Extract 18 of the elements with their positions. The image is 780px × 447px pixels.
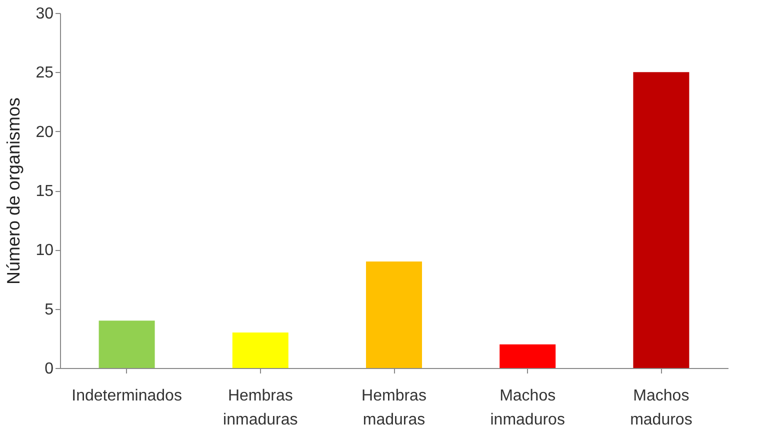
bar: [366, 262, 422, 368]
x-tick-label: Machos inmaduros: [490, 388, 565, 428]
x-tick-label: Hembras inmaduras: [223, 388, 298, 428]
x-tick-label: Machos maduros: [630, 388, 692, 428]
bar: [232, 332, 288, 368]
bar: [98, 320, 155, 368]
y-tick-label: 20: [36, 124, 54, 141]
y-tick-label: 10: [36, 242, 54, 260]
y-axis-title: Número de organismos: [4, 97, 24, 285]
x-tick-label: Hembras maduras: [362, 388, 426, 428]
bar: [500, 344, 556, 368]
y-tick-label: 5: [44, 301, 54, 318]
bar: [633, 72, 690, 368]
y-tick-label: 25: [36, 64, 54, 82]
y-tick-label: 15: [36, 183, 54, 200]
x-tick-label: Indeterminados: [72, 388, 182, 404]
y-tick-label: 30: [36, 6, 54, 22]
y-tick-label: 0: [44, 360, 54, 378]
